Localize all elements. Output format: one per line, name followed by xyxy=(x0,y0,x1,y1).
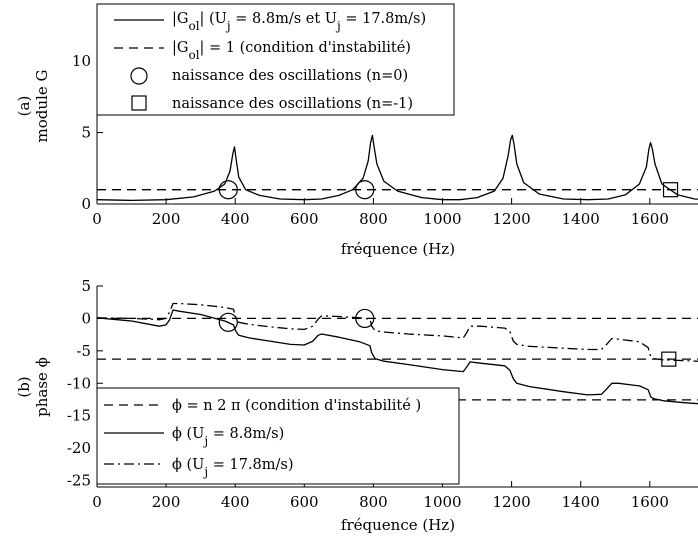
panel-b-circle-marker xyxy=(218,312,238,332)
panel-a-series-solid-line xyxy=(97,134,698,202)
panel-a-x-tick-label: 600 xyxy=(290,210,319,228)
panel-a-x-tick-label: 0 xyxy=(92,210,102,228)
panel-b-x-tick-label: 0 xyxy=(92,493,102,511)
legend-entry-n-1: naissance des oscillations (n=-1) xyxy=(172,96,413,112)
panel-a-legend-box xyxy=(96,3,455,116)
panel-a-y-tick-label: 0 xyxy=(81,195,91,213)
panel-b-y-tick-label: -25 xyxy=(67,472,91,490)
panel-a-y-tick-label: 10 xyxy=(72,52,91,70)
panel-a-x-tick-label: 1000 xyxy=(423,210,461,228)
legend-circle-marker xyxy=(130,67,148,85)
panel-a-circle-marker xyxy=(218,180,238,200)
legend-square-marker xyxy=(131,95,147,111)
panel-b-series-solid-line xyxy=(97,309,698,405)
panel-b-y-tick-label: -10 xyxy=(67,374,91,392)
panel-b-x-tick-label: 200 xyxy=(152,493,181,511)
panel-b-series-dashdot-line xyxy=(97,302,698,362)
panel-b-square-marker xyxy=(661,351,677,367)
legend-entry-n0: naissance des oscillations (n=0) xyxy=(172,68,408,84)
panel-a-legend: |Gol| (Uj = 8.8m/s et Uj = 17.8m/s) |Gol… xyxy=(96,3,455,116)
panel-b-x-tick-label: 400 xyxy=(221,493,250,511)
panel-a-x-tick-label: 200 xyxy=(152,210,181,228)
panel-a-x-tick-label: 400 xyxy=(221,210,250,228)
panel-b-legend: ϕ = n 2 π (condition d'instabilité ) ϕ (… xyxy=(96,387,460,485)
panel-b-legend-box xyxy=(96,387,460,485)
panel-b-y-tick-label: 5 xyxy=(81,277,91,295)
panel-a-x-tick-label: 800 xyxy=(359,210,388,228)
panel-b-phase-chart: 0 200 400 600 800 1000 1200 1400 1600 5 0 -5 -10 -15 -… xyxy=(15,277,698,534)
panel-b-x-tick-label: 800 xyxy=(359,493,388,511)
panel-b-panel-label: (b) xyxy=(15,376,33,397)
panel-b-x-axis-label: fréquence (Hz) xyxy=(341,516,455,534)
panel-a-circle-marker xyxy=(355,180,375,200)
panel-b-x-tick-label: 1200 xyxy=(493,493,531,511)
panel-b-circle-marker xyxy=(355,308,375,329)
panel-b-x-tick-label: 1400 xyxy=(562,493,600,511)
panel-b-y-tick-label: -5 xyxy=(76,342,91,360)
panel-b-y-tick-label: -20 xyxy=(67,439,91,457)
panel-a-x-tick-label: 1600 xyxy=(631,210,669,228)
panel-b-y-tick-label: 0 xyxy=(81,309,91,327)
panel-a-x-axis-label: fréquence (Hz) xyxy=(341,240,455,258)
panel-a-y-axis-label: module G xyxy=(33,70,51,143)
panel-b-y-axis-label: phase ϕ xyxy=(33,357,51,417)
legend-entry-phase-condition: ϕ = n 2 π (condition d'instabilité ) xyxy=(172,398,421,414)
panel-a-y-tick-label: 5 xyxy=(81,124,91,142)
panel-b-x-tick-label: 1000 xyxy=(423,493,461,511)
panel-a-panel-label: (a) xyxy=(15,96,33,117)
panel-b-x-tick-label: 1600 xyxy=(631,493,669,511)
panel-a-x-tick-label: 1200 xyxy=(493,210,531,228)
panel-a-x-tick-label: 1400 xyxy=(562,210,600,228)
panel-a-square-marker xyxy=(662,182,679,198)
panel-b-x-tick-label: 600 xyxy=(290,493,319,511)
panel-b-y-tick-label: -15 xyxy=(67,407,91,425)
panel-a-module-chart: 0 200 400 600 800 1000 1200 1400 1600 0 5 10 fréque… xyxy=(15,3,698,258)
